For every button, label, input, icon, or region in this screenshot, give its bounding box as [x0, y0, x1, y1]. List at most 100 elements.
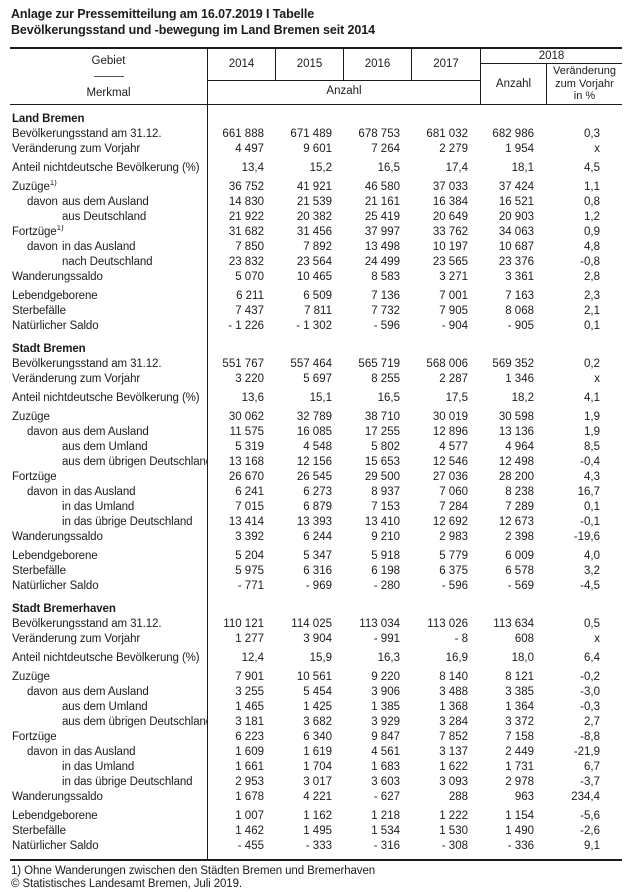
- value-cell: 7 163: [505, 289, 534, 302]
- row-label: Veränderung zum Vorjahr: [10, 142, 208, 157]
- value-cell: 4,5: [584, 161, 600, 174]
- section-title-row: Stadt Bremerhaven: [10, 602, 622, 617]
- value-cell: 4,0: [584, 549, 600, 562]
- table-row: Fortzüge 26 670 26 545 29 500 27 036 28 200 4,…: [10, 470, 622, 485]
- gebiet-merkmal-divider: [93, 76, 124, 78]
- value-cell: 13 136: [498, 425, 534, 438]
- value-cell: 6 375: [439, 564, 468, 577]
- value-cell: 2 279: [439, 142, 468, 155]
- value-cell: 16,3: [377, 651, 400, 664]
- value-cell: 7 015: [235, 500, 264, 513]
- row-label: Fortzüge: [10, 730, 208, 745]
- value-cell: 8 238: [505, 485, 534, 498]
- value-cell: 20 649: [432, 210, 468, 223]
- value-cell: 11 575: [229, 425, 264, 438]
- value-cell: 565 719: [358, 357, 400, 370]
- row-label: Sterbefälle: [10, 304, 208, 319]
- value-cell: 3 017: [303, 775, 332, 788]
- value-cell: 9 220: [371, 670, 400, 683]
- davon-prefix: davon: [27, 685, 58, 698]
- value-cell: 31 456: [296, 225, 332, 238]
- value-cell: 1 465: [235, 700, 264, 713]
- value-cell: 1,1: [584, 180, 600, 193]
- value-cell: 12,4: [241, 651, 264, 664]
- value-cell: 10 465: [296, 270, 332, 283]
- table-row: davon aus dem Ausland 11 575 16 085 17 255 12…: [10, 425, 622, 440]
- value-cell: 23 832: [228, 255, 264, 268]
- row-label: aus dem übrigen Deutschland: [10, 455, 208, 470]
- value-cell: 32 789: [296, 410, 332, 423]
- row-label-text: Anteil nichtdeutsche Bevölkerung (%): [12, 651, 200, 664]
- row-label-text: in das übrige Deutschland: [62, 515, 193, 528]
- value-cell: 3 361: [505, 270, 534, 283]
- value-cell: 1 385: [371, 700, 400, 713]
- row-label-text: in das Ausland: [62, 240, 136, 253]
- value-cell: - 1 302: [296, 319, 332, 332]
- value-cell: - 905: [507, 319, 534, 332]
- value-cell: 682 986: [492, 127, 534, 140]
- row-label-text: Veränderung zum Vorjahr: [12, 632, 141, 645]
- header-change-line1: Veränderung: [553, 65, 616, 77]
- value-cell: 7 153: [371, 500, 400, 513]
- value-cell: 24 499: [364, 255, 400, 268]
- value-cell: 3 271: [439, 270, 468, 283]
- row-label-text: Wanderungssaldo: [12, 790, 103, 803]
- value-cell: 3 385: [505, 685, 534, 698]
- value-cell: 0,3: [584, 127, 600, 140]
- davon-prefix: davon: [27, 240, 58, 253]
- value-cell: 12 546: [432, 455, 468, 468]
- value-cell: x: [594, 632, 600, 645]
- value-cell: - 8: [454, 632, 468, 645]
- value-cell: 7 136: [371, 289, 400, 302]
- value-cell: 25 419: [364, 210, 400, 223]
- value-cell: 1 346: [505, 372, 534, 385]
- value-cell: 26 545: [296, 470, 332, 483]
- value-cell: - 904: [441, 319, 468, 332]
- value-cell: 12 673: [498, 515, 534, 528]
- value-cell: 8 068: [505, 304, 534, 317]
- row-label-text: Zuzüge: [12, 410, 50, 423]
- row-label-text: Anteil nichtdeutsche Bevölkerung (%): [12, 391, 200, 404]
- value-cell: 8 140: [439, 670, 468, 683]
- row-label: Lebendgeborene: [10, 289, 208, 304]
- value-cell: 18,2: [511, 391, 534, 404]
- value-cell: 671 489: [290, 127, 332, 140]
- value-cell: 113 026: [427, 617, 468, 630]
- value-cell: 10 197: [432, 240, 468, 253]
- value-cell: 3 093: [439, 775, 468, 788]
- value-cell: 37 424: [498, 180, 534, 193]
- row-label: Wanderungssaldo: [10, 790, 208, 805]
- value-cell: 6 578: [505, 564, 534, 577]
- value-cell: 678 753: [358, 127, 400, 140]
- value-cell: 113 634: [493, 617, 534, 630]
- value-cell: 1 731: [505, 760, 534, 773]
- value-cell: 9 210: [371, 530, 400, 543]
- value-cell: 17,5: [445, 391, 468, 404]
- value-cell: 1,2: [584, 210, 600, 223]
- footnote-marker: 1): [56, 224, 64, 232]
- value-cell: -5,6: [580, 809, 600, 822]
- value-cell: -0,3: [580, 700, 600, 713]
- header-change-line3: in %: [573, 90, 596, 102]
- row-label: aus dem übrigen Deutschland: [10, 715, 208, 730]
- value-cell: 12 896: [432, 425, 468, 438]
- row-label: Sterbefälle: [10, 824, 208, 839]
- row-label-text: Bevölkerungsstand am 31.12.: [12, 127, 162, 140]
- value-cell: 13,6: [241, 391, 264, 404]
- value-cell: 5 697: [303, 372, 332, 385]
- table-row: in das Umland 7 015 6 879 7 153 7 284 7 289 0,…: [10, 500, 622, 515]
- table-row: Fortzüge1) 31 682 31 456 37 997 33 762 34 063…: [10, 225, 622, 240]
- value-cell: - 969: [305, 579, 332, 592]
- table-row: Fortzüge 6 223 6 340 9 847 7 852 7 158 -8,8: [10, 730, 622, 745]
- value-cell: 8 121: [505, 670, 534, 683]
- row-label: Natürlicher Saldo: [10, 839, 208, 854]
- value-cell: 34 063: [498, 225, 534, 238]
- row-label: Lebendgeborene: [10, 809, 208, 824]
- value-cell: 23 565: [432, 255, 468, 268]
- table-row: davon aus dem Ausland 3 255 5 454 3 906 3 488…: [10, 685, 622, 700]
- table-row: in das übrige Deutschland 2 953 3 017 3 603…: [10, 775, 622, 790]
- row-label: Anteil nichtdeutsche Bevölkerung (%): [10, 651, 208, 666]
- value-cell: 3 682: [303, 715, 332, 728]
- value-cell: 33 762: [432, 225, 468, 238]
- table-row: in das übrige Deutschland 13 414 13 393 13 …: [10, 515, 622, 530]
